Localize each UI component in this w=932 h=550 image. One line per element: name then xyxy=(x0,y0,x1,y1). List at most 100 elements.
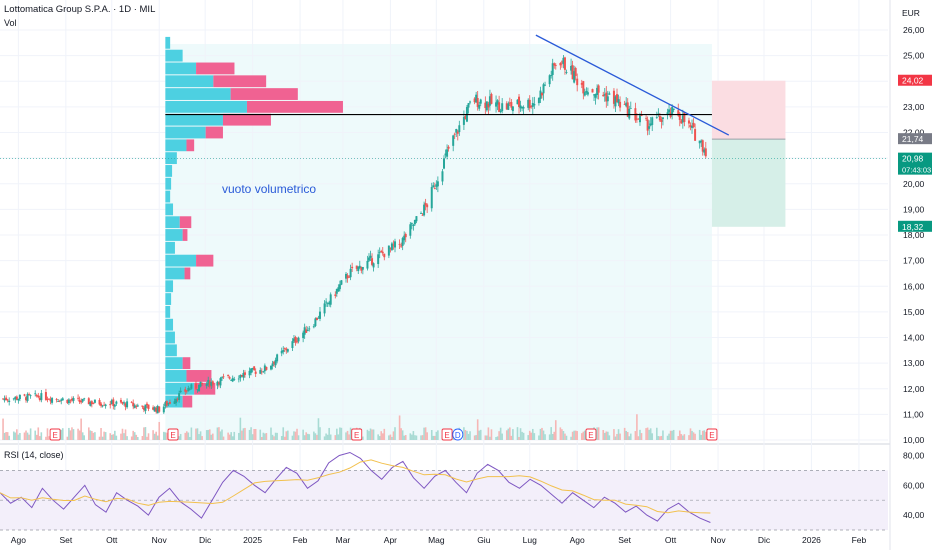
candle-body xyxy=(133,405,136,408)
candle-body xyxy=(211,381,214,385)
volume-bar xyxy=(239,417,242,440)
volume-bar xyxy=(179,433,182,440)
candle-body xyxy=(283,348,286,349)
candle-body xyxy=(371,258,374,265)
candle-body xyxy=(60,399,63,401)
volume-label[interactable]: Vol xyxy=(4,18,17,28)
volume-bar xyxy=(656,427,658,440)
candle-body xyxy=(527,99,530,108)
candle-body xyxy=(282,349,285,352)
candle-body xyxy=(484,102,487,109)
y-tick-label: 12,00 xyxy=(903,384,925,394)
candle-body xyxy=(671,107,674,115)
candle-body xyxy=(361,267,364,270)
chart-title[interactable]: Lottomatica Group S.P.A. · 1D · MIL xyxy=(4,4,156,15)
volume-bar xyxy=(682,435,684,440)
volume-bar xyxy=(607,431,609,440)
volume-bar xyxy=(261,436,263,440)
candle-body xyxy=(501,103,504,112)
candle-body xyxy=(389,247,392,249)
candle-body xyxy=(681,115,684,123)
candle-body xyxy=(413,219,416,225)
volume-bar xyxy=(46,428,49,440)
profile-bar-up xyxy=(165,267,185,280)
volume-bar xyxy=(72,429,75,440)
candle-body xyxy=(635,118,638,120)
volume-bar xyxy=(14,432,17,440)
volume-bar xyxy=(420,435,422,440)
y-tick-label: 16,00 xyxy=(903,281,925,291)
volume-bar xyxy=(276,432,278,440)
candle-body xyxy=(446,149,449,157)
volume-bar xyxy=(564,433,566,440)
volume-bar xyxy=(426,432,428,440)
candle-body xyxy=(616,94,619,103)
candle-body xyxy=(432,185,435,188)
candle-body xyxy=(580,82,583,85)
volume-bar xyxy=(371,429,373,440)
candle-body xyxy=(704,148,707,157)
currency-label[interactable]: EUR xyxy=(902,8,920,18)
profile-bar-down xyxy=(213,75,267,88)
volume-bar xyxy=(580,433,583,440)
candle-body xyxy=(412,224,415,226)
profile-bar-down xyxy=(194,382,216,395)
volume-bar xyxy=(362,436,364,440)
candle-body xyxy=(441,171,444,182)
volume-bar xyxy=(701,430,704,440)
candle-body xyxy=(638,115,641,123)
candle-body xyxy=(367,257,370,261)
candle-body xyxy=(398,243,401,245)
candle-body xyxy=(660,119,663,122)
volume-bar xyxy=(98,436,101,440)
volume-bar xyxy=(528,430,531,440)
candle-body xyxy=(28,394,31,395)
candle-body xyxy=(227,374,230,376)
volume-bar xyxy=(216,427,219,440)
volume-bar xyxy=(323,436,326,440)
rsi-label[interactable]: RSI (14, close) xyxy=(4,450,64,460)
volume-bar xyxy=(270,427,272,440)
volume-bar xyxy=(479,429,482,440)
volume-bar xyxy=(144,427,147,440)
x-tick-label: Dic xyxy=(199,535,212,545)
volume-bar xyxy=(313,431,315,440)
candle-body xyxy=(130,401,133,403)
candle-body xyxy=(2,398,5,400)
volume-bar xyxy=(199,431,202,440)
y-tick-label: 18,00 xyxy=(903,230,925,240)
candle-body xyxy=(190,384,193,389)
volume-bar xyxy=(29,428,32,440)
volume-bar xyxy=(522,432,525,440)
candle-body xyxy=(250,368,253,373)
x-tick-label: Mag xyxy=(428,535,445,545)
candle-body xyxy=(415,216,418,222)
candle-body xyxy=(550,75,553,77)
y-tick-label: 23,00 xyxy=(903,102,925,112)
candle-body xyxy=(335,288,338,294)
volume-bar xyxy=(103,431,105,440)
candle-body xyxy=(648,126,651,129)
volume-bar xyxy=(689,428,692,440)
candle-body xyxy=(147,404,150,409)
event-marker xyxy=(49,428,61,441)
event-marker xyxy=(351,428,363,441)
candle-body xyxy=(5,397,8,401)
candle-body xyxy=(626,102,629,117)
candle-body xyxy=(597,85,600,93)
volume-bar xyxy=(221,429,223,440)
volume-bar xyxy=(421,435,424,440)
y-tick-label: 13,00 xyxy=(903,358,925,368)
candle-body xyxy=(208,381,211,387)
volume-bar xyxy=(434,435,436,440)
volume-bar xyxy=(372,429,375,440)
volume-bar xyxy=(19,432,21,440)
candle-body xyxy=(110,400,113,405)
stop-zone xyxy=(711,139,786,227)
rsi-ma-line xyxy=(0,459,711,514)
candle-body xyxy=(230,379,233,381)
candle-body xyxy=(479,99,482,104)
x-tick-label: Nov xyxy=(710,535,726,545)
candle-body xyxy=(614,96,617,107)
volume-bar xyxy=(250,427,252,440)
